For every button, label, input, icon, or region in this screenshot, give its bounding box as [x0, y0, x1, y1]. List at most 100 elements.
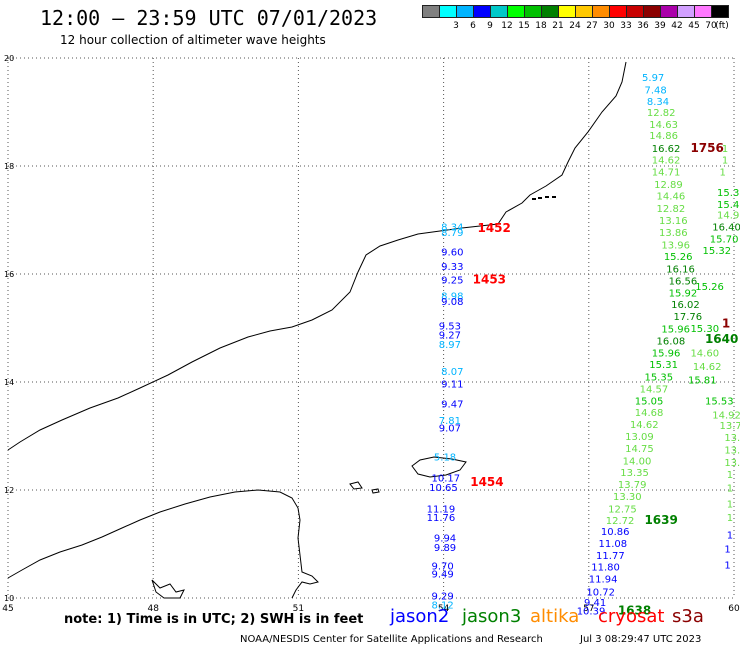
swh-observation: 14.62 [652, 156, 681, 167]
swh-observation: 1452 [477, 221, 510, 235]
colorbar-label: 45 [688, 21, 700, 31]
swh-observation: 8.79 [441, 228, 463, 239]
lon-tick-label: 57 [583, 604, 594, 614]
swh-observation: 16.40 [712, 222, 740, 233]
swh-observation: 1 [724, 561, 730, 572]
swh-observation: 8.07 [441, 367, 463, 378]
swh-observation: 15.39 [717, 188, 740, 199]
swh-observation: 16.62 [652, 144, 681, 155]
lat-tick-label: 12 [4, 486, 14, 495]
kuria-muria-islet [545, 196, 549, 198]
swh-observation: 9.49 [432, 570, 454, 581]
swh-observation: 15.81 [688, 375, 717, 386]
swh-observation: 9.29 [432, 591, 454, 602]
swh-observation: 1 [727, 530, 733, 541]
legend-altika: altika [530, 606, 580, 627]
swh-observation: 15.96 [661, 325, 690, 336]
colorbar-label: 9 [487, 21, 493, 31]
swh-observation: 14.00 [623, 456, 652, 467]
lon-tick-label: 45 [2, 604, 13, 614]
swh-observation: 1638 [618, 603, 651, 617]
islet [371, 488, 380, 494]
swh-observation: 9.27 [439, 330, 461, 341]
swh-observation: 13.16 [659, 216, 688, 227]
swh-observation: 9.25 [441, 275, 463, 286]
swh-observation: 13.86 [659, 228, 688, 239]
swh-observation: 8.97 [439, 340, 461, 351]
map-title: 12:00 — 23:59 UTC 07/01/2023 [40, 6, 378, 30]
legend-jason2: jason2 [390, 606, 450, 627]
swh-observation: 1 [727, 500, 733, 511]
socotra-island [411, 456, 467, 478]
lat-tick-label: 20 [4, 54, 14, 63]
swh-observation: 10.65 [429, 483, 458, 494]
swh-observation: 10.72 [586, 588, 615, 599]
axis-ticks: 45 48 51 54 57 60 20 18 16 14 12 10 [2, 54, 740, 614]
swh-observation: 1640 [705, 332, 738, 346]
swh-observation: 14.60 [690, 348, 719, 359]
swh-observation: 15.70 [710, 234, 739, 245]
colorbar-label: 3 [453, 21, 459, 31]
colorbar-label: 42 [671, 21, 683, 31]
swh-observation: 15.32 [703, 246, 732, 257]
map-subtitle: 12 hour collection of altimeter wave hei… [60, 33, 326, 47]
lat-tick-label: 10 [4, 594, 14, 603]
islet [349, 481, 363, 490]
swh-observation: 9.11 [441, 380, 463, 391]
swh-observation: 15.26 [695, 282, 724, 293]
swh-observation: 15.26 [664, 252, 693, 263]
swh-observation: 9.70 [432, 562, 454, 573]
swh-observation: 5.18 [434, 453, 456, 464]
coastline [7, 61, 627, 599]
swh-observation: 13.30 [613, 492, 642, 503]
swh-observation: 16.08 [657, 336, 686, 347]
colorbar-label: 27 [586, 21, 598, 31]
colorbar-label: 12 [501, 21, 513, 31]
swh-observation: 14.86 [649, 131, 678, 142]
swh-observation: 1 [724, 544, 730, 555]
swh-observation: 1453 [473, 272, 506, 286]
swh-observation: 1639 [644, 513, 677, 527]
arabian-coastline [7, 61, 627, 451]
lon-tick-label: 48 [147, 604, 159, 614]
swh-observation: 13.09 [625, 432, 654, 443]
colorbar-label: 24 [569, 21, 581, 31]
swh-observation: 9.08 [441, 297, 463, 308]
swh-observation: 10.39 [577, 606, 606, 617]
swh-observation: 12.82 [647, 108, 676, 119]
swh-observation: 9.89 [434, 543, 456, 554]
lon-tick-label: 54 [438, 604, 450, 614]
swh-observation: 13.77 [724, 458, 740, 469]
legend-cryosat: cryosat [598, 606, 665, 627]
swh-observation: 1 [727, 470, 733, 481]
swh-observation: 9.33 [441, 262, 463, 273]
swh-observation: 12.72 [606, 516, 635, 527]
swh-observation: 1 [722, 156, 728, 167]
swh-observation: 9.47 [441, 400, 463, 411]
legend-jason3: jason3 [462, 606, 522, 627]
swh-observation: 13.79 [618, 480, 647, 491]
swh-observation: 1454 [470, 475, 503, 489]
swh-observation: 11.80 [591, 563, 620, 574]
swh-observation: 1 [719, 167, 725, 178]
swh-observation: 14.71 [652, 167, 681, 178]
swh-observation: 9.94 [434, 534, 456, 545]
swh-observation: 13.35 [620, 468, 649, 479]
swh-observation: 14.57 [640, 384, 669, 395]
colorbar-label: 30 [603, 21, 615, 31]
swh-observation: 11.76 [427, 513, 456, 524]
swh-observation: 14.95 [717, 211, 740, 222]
coastal-inlet [151, 579, 185, 599]
swh-observation: 14.75 [625, 444, 654, 455]
swh-observation: 8.34 [647, 97, 669, 108]
swh-observation: 14.68 [635, 408, 664, 419]
swh-observation: 1 [722, 144, 728, 155]
swh-observation: 12.82 [657, 204, 686, 215]
swh-observation: 12.89 [654, 180, 683, 191]
swh-observation: 10.17 [432, 474, 461, 485]
lat-lon-grid [7, 57, 735, 599]
lat-tick-label: 18 [4, 162, 14, 171]
colorbar-label: 18 [535, 21, 547, 31]
lon-tick-label: 51 [293, 604, 304, 614]
